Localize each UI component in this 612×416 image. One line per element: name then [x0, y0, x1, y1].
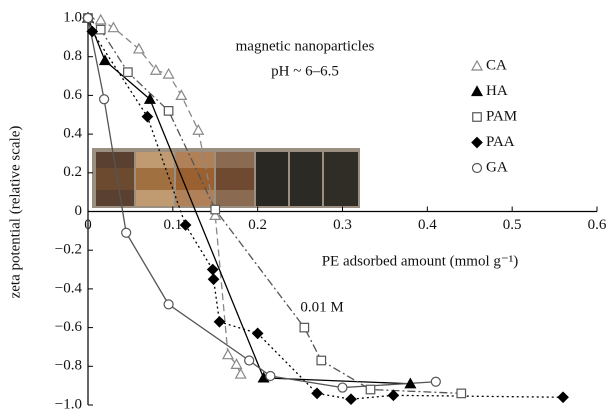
y-tick-label: 0.4: [63, 126, 82, 142]
data-point: [234, 367, 247, 379]
data-point: [337, 382, 348, 393]
series-line: [87, 17, 436, 389]
data-point: [121, 227, 132, 238]
data-point: [311, 387, 323, 400]
series-line: [87, 17, 564, 400]
data-point: [221, 348, 234, 360]
legend-marker: [471, 162, 483, 174]
x-tick-label: 0.2: [248, 217, 267, 233]
legend-marker: [470, 59, 484, 71]
data-point: [316, 355, 327, 366]
data-point: [141, 110, 154, 123]
data-point: [387, 389, 400, 402]
y-tick-label: 0: [75, 203, 83, 219]
y-tick-label: −1.0: [55, 396, 82, 412]
x-tick-label: 0: [84, 217, 92, 233]
annotation: magnetic nanoparticles: [236, 38, 375, 54]
data-point: [99, 94, 110, 105]
data-point: [143, 93, 156, 104]
legend-label: GA: [486, 159, 508, 175]
data-point: [251, 327, 264, 340]
data-point: [192, 123, 205, 135]
data-point: [163, 106, 174, 116]
data-point: [299, 322, 310, 333]
data-point: [404, 377, 417, 389]
x-tick-label: 0.1: [163, 217, 182, 233]
legend-marker: [471, 136, 483, 149]
x-tick-label: 0.3: [333, 217, 352, 233]
data-point: [86, 25, 99, 38]
y-axis-label: zeta potential (relative scale): [7, 126, 23, 299]
data-point: [456, 388, 467, 399]
data-point: [365, 384, 376, 395]
legend-label: PAA: [486, 134, 515, 150]
x-tick-label: 0.4: [418, 217, 437, 233]
annotation: 0.01 M: [300, 299, 343, 315]
data-point: [206, 263, 219, 276]
data-point: [175, 89, 188, 101]
x-axis-label: PE adsorbed amount (mmol g⁻¹): [322, 253, 519, 269]
data-point: [163, 299, 174, 310]
legend-label: PAM: [486, 108, 517, 124]
data-point: [213, 315, 226, 328]
data-point: [430, 376, 441, 387]
data-point: [345, 393, 357, 406]
data-point: [557, 391, 569, 404]
data-point: [123, 67, 133, 78]
data-point: [210, 204, 221, 215]
data-point: [209, 209, 222, 220]
data-point: [244, 355, 255, 366]
data-point: [230, 358, 243, 369]
y-tick-label: 0.6: [63, 87, 82, 103]
data-point: [265, 370, 276, 382]
data-point: [94, 13, 107, 25]
series-line: [87, 17, 462, 395]
x-tick-label: 0.6: [588, 217, 607, 233]
y-tick-label: −0.6: [55, 319, 83, 335]
y-tick-label: 0.2: [63, 164, 82, 180]
annotation: pH ~ 6–6.5: [271, 63, 339, 79]
y-tick-label: −0.8: [55, 358, 82, 374]
data-point: [107, 21, 120, 33]
y-tick-label: −0.4: [55, 280, 83, 296]
y-tick-label: 0.8: [63, 48, 82, 64]
data-point: [162, 67, 175, 79]
legend-marker: [470, 85, 484, 97]
data-point: [82, 12, 94, 24]
data-point: [95, 24, 106, 35]
inset-photo: [92, 148, 360, 208]
data-point: [98, 54, 111, 66]
data-point: [149, 64, 162, 75]
y-tick-label: −0.2: [55, 242, 82, 258]
legend-label: HA: [486, 83, 508, 99]
legend-marker: [472, 112, 482, 122]
y-tick-label: 1.0: [63, 9, 82, 25]
data-point: [179, 219, 192, 231]
data-point: [132, 42, 145, 54]
legend-label: CA: [486, 57, 507, 73]
data-point: [207, 273, 220, 286]
x-tick-label: 0.5: [503, 217, 522, 233]
